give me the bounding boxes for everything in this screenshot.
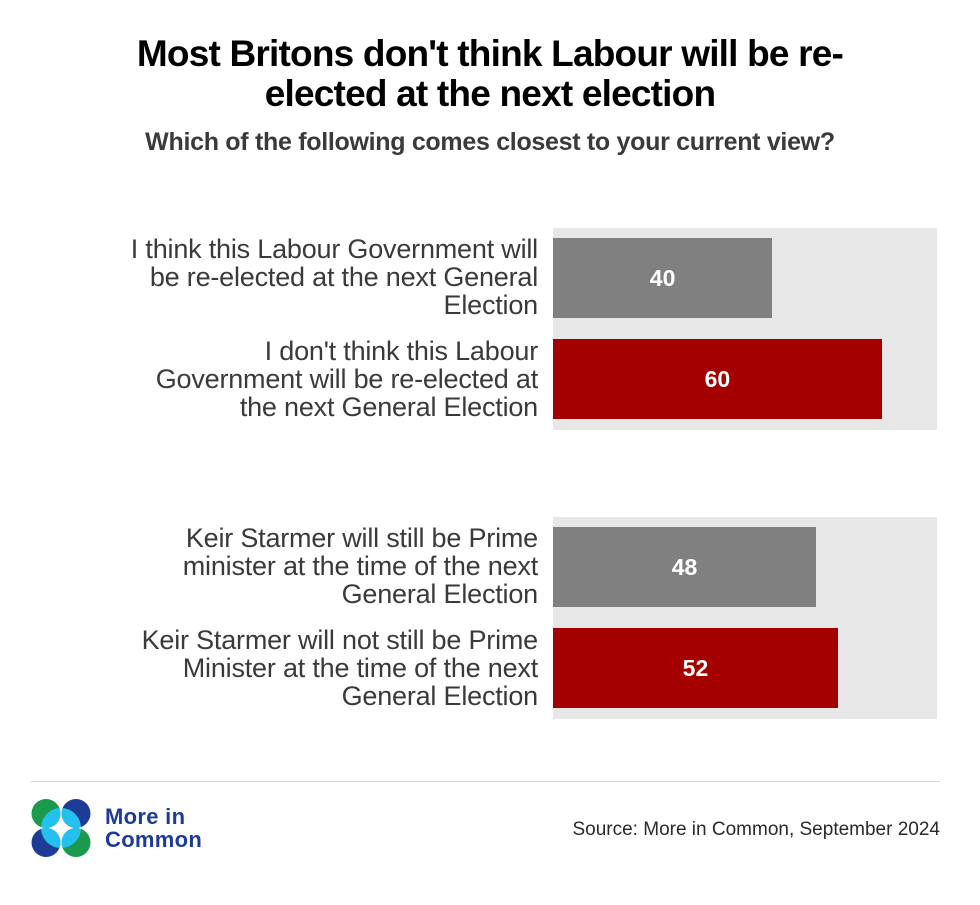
footer-divider — [31, 781, 940, 782]
chart-panel-starmer: 48 52 — [553, 517, 937, 719]
bar-value-label: 40 — [649, 264, 676, 291]
chart-subtitle: Which of the following comes closest to … — [145, 128, 835, 156]
bar-starmer-still-pm: 48 — [553, 527, 817, 607]
bar-label-reelected: I think this Labour Government will be r… — [130, 234, 538, 320]
bar-label-starmer-not-pm: Keir Starmer will not still be Prime Min… — [141, 625, 539, 711]
chart-title-line-2: elected at the next election — [264, 73, 716, 114]
bar-value-label: 48 — [671, 553, 698, 580]
bar-label-starmer-still-pm: Keir Starmer will still be Prime ministe… — [182, 523, 538, 609]
four-circles-logo-icon — [31, 799, 91, 857]
chart-title: Most Britons don't think Labour will be … — [0, 34, 980, 114]
chart-panel-reelection: 40 60 — [553, 228, 937, 430]
bar-reelected: 40 — [553, 238, 773, 318]
chart-title-line-1: Most Britons don't think Labour will be … — [136, 33, 844, 74]
source-note: Source: More in Common, September 2024 — [572, 819, 940, 840]
bar-not-reelected: 60 — [553, 339, 882, 419]
bar-starmer-not-pm: 52 — [553, 628, 838, 708]
bar-value-label: 60 — [704, 365, 731, 392]
brand-name: More in Common — [105, 804, 203, 852]
bar-value-label: 52 — [682, 654, 709, 681]
bar-label-not-reelected: I don't think this Labour Government wil… — [155, 336, 538, 422]
